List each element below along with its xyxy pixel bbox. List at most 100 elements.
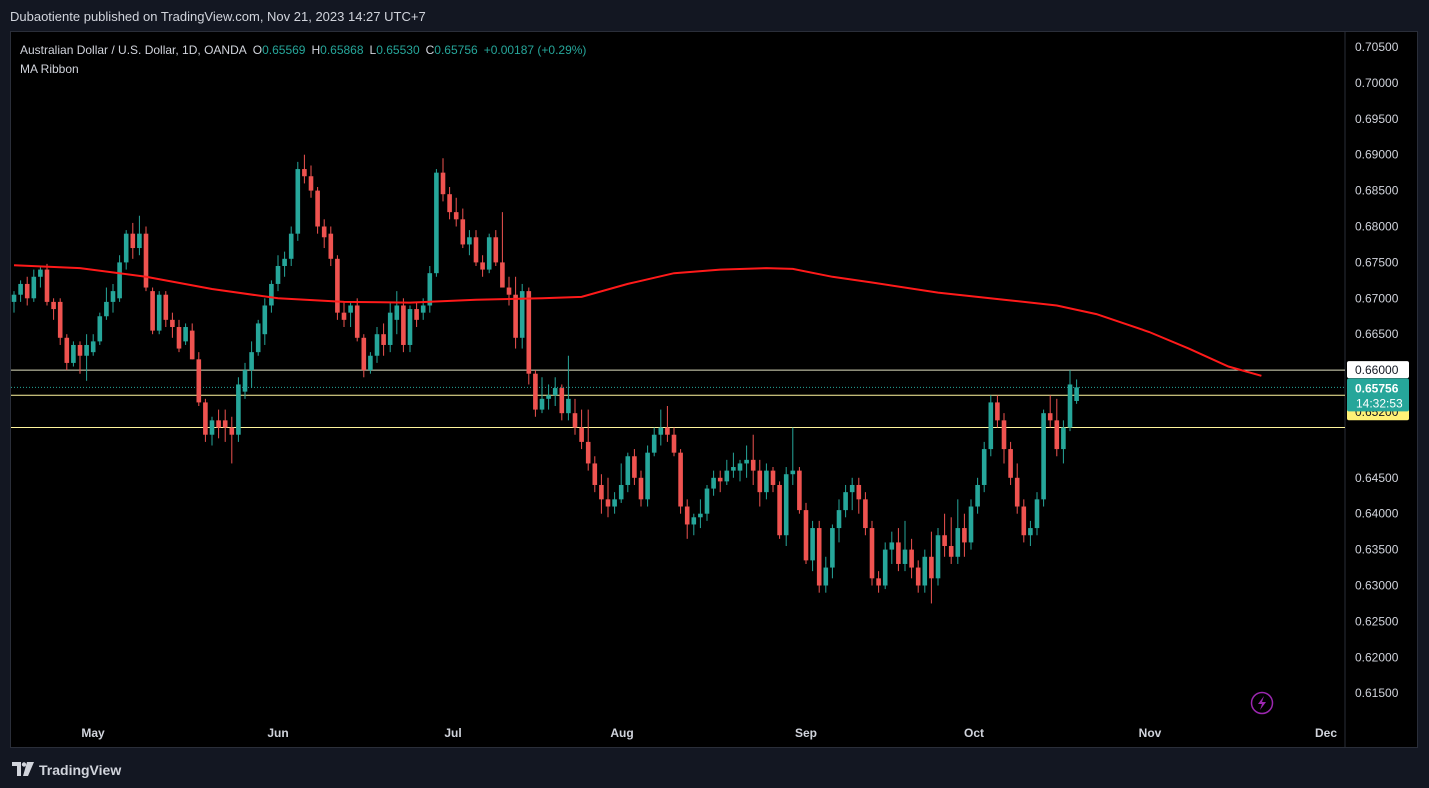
price-tick-label: 0.68500 bbox=[1355, 184, 1399, 198]
candle-body bbox=[282, 258, 287, 266]
candle-body bbox=[1067, 384, 1073, 428]
candle-body bbox=[935, 535, 941, 579]
time-axis-label: Jun bbox=[267, 726, 288, 740]
candle-body bbox=[955, 528, 961, 557]
candle-body bbox=[117, 262, 122, 299]
candle-body bbox=[526, 291, 532, 374]
candle-body bbox=[1047, 413, 1053, 421]
candle-body bbox=[777, 484, 782, 536]
candle-body bbox=[552, 388, 558, 396]
candle-body bbox=[31, 276, 37, 299]
candle-body bbox=[189, 330, 195, 360]
price-tick-label: 0.64000 bbox=[1355, 507, 1399, 521]
candle-body bbox=[236, 384, 241, 435]
price-tick-label: 0.63500 bbox=[1355, 543, 1399, 557]
candle-body bbox=[18, 283, 23, 295]
candle-body bbox=[744, 459, 749, 464]
candle-body bbox=[308, 176, 314, 191]
candle-body bbox=[427, 273, 433, 306]
candle-body bbox=[255, 323, 261, 353]
high-value: 0.65868 bbox=[320, 42, 364, 57]
candle-body bbox=[407, 309, 413, 345]
candle-body bbox=[269, 283, 274, 306]
candle-body bbox=[97, 316, 103, 342]
candle-body bbox=[394, 305, 400, 320]
candle-body bbox=[876, 578, 881, 586]
candle-body bbox=[995, 402, 1000, 421]
time-axis-label: Jul bbox=[444, 726, 461, 740]
candle-body bbox=[1041, 413, 1046, 500]
candle-body bbox=[440, 172, 446, 195]
price-tick-label: 0.63000 bbox=[1355, 579, 1399, 593]
candle-body bbox=[216, 420, 221, 428]
candle-body bbox=[757, 470, 763, 493]
candle-body bbox=[368, 355, 373, 371]
time-axis-label: Dec bbox=[1315, 726, 1337, 740]
candle-body bbox=[816, 528, 822, 586]
candle-body bbox=[638, 477, 644, 500]
candle-body bbox=[374, 334, 380, 356]
footer-bar: TradingView bbox=[0, 752, 1429, 788]
candle-body bbox=[242, 370, 248, 392]
candle-body bbox=[209, 420, 215, 435]
candle-body bbox=[11, 294, 17, 302]
price-tick-label: 0.69500 bbox=[1355, 112, 1399, 126]
low-key: L bbox=[369, 42, 377, 57]
candle-body bbox=[704, 488, 710, 514]
candle-body bbox=[1014, 477, 1020, 507]
candle-body bbox=[823, 567, 829, 586]
symbol-legend-row[interactable]: Australian Dollar / U.S. Dollar, 1D, OAN… bbox=[20, 40, 586, 59]
price-tick-label: 0.67500 bbox=[1355, 255, 1399, 269]
candle-body bbox=[843, 492, 848, 511]
candle-body bbox=[942, 535, 947, 547]
candle-body bbox=[183, 327, 188, 342]
candle-body bbox=[632, 456, 637, 478]
candle-body bbox=[500, 262, 505, 288]
candle-body bbox=[717, 477, 723, 482]
candle-body bbox=[731, 467, 736, 471]
candle-body bbox=[797, 470, 802, 511]
candle-body bbox=[506, 287, 512, 295]
indicator-name: MA Ribbon bbox=[20, 61, 79, 76]
candle-body bbox=[539, 398, 545, 410]
candle-body bbox=[150, 291, 155, 331]
indicator-legend-row[interactable]: MA Ribbon bbox=[20, 59, 586, 78]
candle-body bbox=[519, 291, 525, 338]
low-value: 0.65530 bbox=[376, 42, 420, 57]
candle-body bbox=[625, 456, 631, 485]
candle-body bbox=[341, 312, 347, 320]
candle-body bbox=[302, 169, 307, 177]
candle-body bbox=[321, 226, 327, 238]
tradingview-logo[interactable]: TradingView bbox=[12, 761, 121, 779]
candle-body bbox=[513, 294, 518, 338]
candle-body bbox=[572, 413, 578, 428]
candle-body bbox=[618, 484, 624, 500]
candle-body bbox=[348, 305, 353, 313]
price-tick-label: 0.61500 bbox=[1355, 686, 1399, 700]
candle-body bbox=[665, 427, 670, 435]
candle-body bbox=[222, 420, 228, 428]
candle-body bbox=[922, 556, 928, 586]
time-axis-label: Sep bbox=[795, 726, 817, 740]
publisher-bar: Dubaotiente published on TradingView.com… bbox=[0, 0, 1429, 32]
candle-body bbox=[929, 556, 934, 579]
candle-body bbox=[724, 470, 730, 482]
candle-body bbox=[1021, 506, 1027, 536]
candle-body bbox=[328, 233, 334, 259]
candle-body bbox=[170, 319, 175, 328]
candle-body bbox=[1034, 499, 1040, 529]
time-axis-label: Nov bbox=[1139, 726, 1162, 740]
candle-body bbox=[57, 301, 63, 338]
candle-body bbox=[51, 301, 56, 310]
candle-body bbox=[137, 233, 142, 249]
close-key: C bbox=[425, 42, 435, 57]
candle-body bbox=[354, 305, 360, 338]
lightning-icon[interactable] bbox=[1250, 691, 1274, 715]
candle-body bbox=[143, 233, 149, 288]
candle-body bbox=[737, 463, 743, 471]
candle-body bbox=[988, 402, 994, 450]
candle-body bbox=[605, 499, 611, 507]
price-tick-label: 0.67000 bbox=[1355, 291, 1399, 305]
candle-body bbox=[836, 510, 842, 529]
